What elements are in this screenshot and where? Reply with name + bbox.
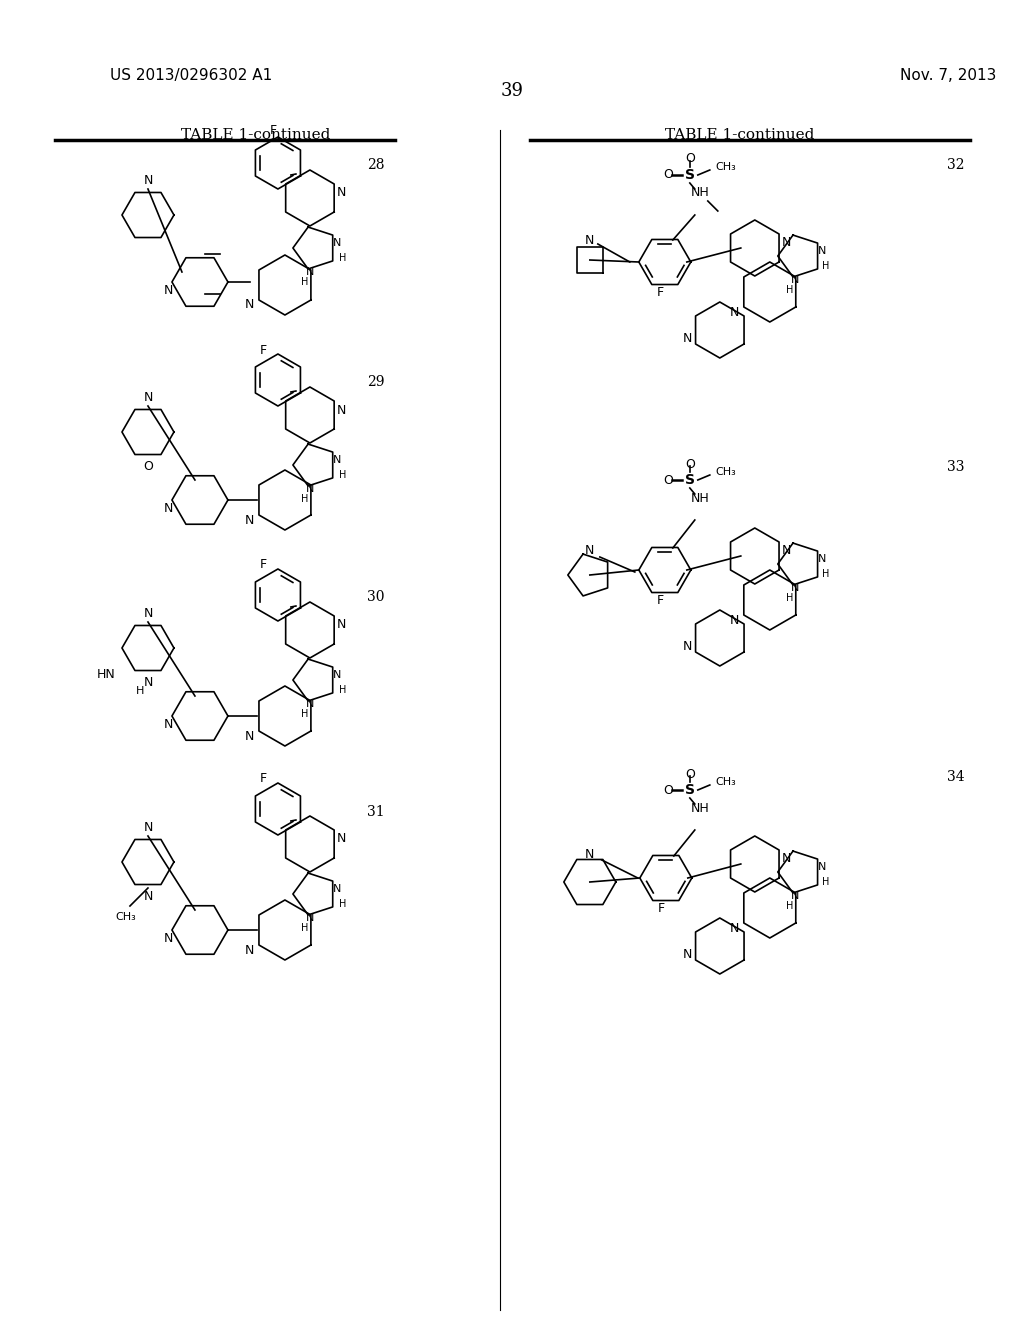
Text: N: N [782,853,792,866]
Text: N: N [333,455,341,465]
Text: F: F [269,124,276,137]
Text: 34: 34 [947,770,965,784]
Text: NH: NH [690,801,710,814]
Text: CH₃: CH₃ [116,912,136,921]
Text: O: O [685,458,694,470]
Text: H: H [786,285,794,294]
Text: 33: 33 [947,459,965,474]
Text: O: O [663,474,673,487]
Text: TABLE 1-continued: TABLE 1-continued [181,128,331,143]
Text: H: H [822,261,829,271]
Text: HN: HN [97,668,116,681]
Text: N: N [306,484,314,494]
Text: N: N [782,544,792,557]
Text: N: N [163,718,173,730]
Text: H: H [822,569,829,579]
Text: N: N [730,921,739,935]
Text: N: N [306,913,314,923]
Text: N: N [245,298,255,312]
Text: CH₃: CH₃ [716,162,736,172]
Text: 39: 39 [501,82,523,100]
Text: N: N [683,948,692,961]
Text: H: H [136,686,144,696]
Text: 31: 31 [368,805,385,818]
Text: N: N [306,267,314,277]
Text: N: N [143,821,153,834]
Text: 29: 29 [368,375,385,389]
Text: 30: 30 [368,590,385,605]
Text: N: N [245,730,255,742]
Text: N: N [817,246,826,256]
Text: N: N [143,391,153,404]
Text: H: H [786,593,794,603]
Text: 32: 32 [947,158,965,172]
Text: US 2013/0296302 A1: US 2013/0296302 A1 [110,69,272,83]
Text: H: H [301,277,308,286]
Text: F: F [259,772,266,785]
Text: H: H [339,253,346,263]
Text: N: N [163,502,173,515]
Text: N: N [585,544,595,557]
Text: N: N [143,607,153,620]
Text: N: N [782,236,792,249]
Text: H: H [339,899,346,909]
Text: H: H [301,709,308,719]
Text: N: N [683,639,692,652]
Text: N: N [143,676,153,689]
Text: F: F [259,343,266,356]
Text: N: N [333,671,341,680]
Text: H: H [301,494,308,504]
Text: O: O [663,169,673,181]
Text: O: O [685,767,694,780]
Text: Nov. 7, 2013: Nov. 7, 2013 [900,69,996,83]
Text: N: N [245,944,255,957]
Text: N: N [791,891,799,902]
Text: F: F [656,594,664,606]
Text: N: N [585,234,595,247]
Text: N: N [306,700,314,709]
Text: O: O [143,459,153,473]
Text: N: N [817,862,826,873]
Text: N: N [730,614,739,627]
Text: CH₃: CH₃ [716,467,736,477]
Text: S: S [685,168,695,182]
Text: N: N [143,174,153,187]
Text: F: F [656,285,664,298]
Text: 28: 28 [368,158,385,172]
Text: N: N [333,884,341,894]
Text: N: N [337,619,346,631]
Text: NH: NH [690,186,710,199]
Text: N: N [585,847,595,861]
Text: N: N [337,404,346,417]
Text: N: N [163,284,173,297]
Text: NH: NH [690,491,710,504]
Text: N: N [791,583,799,593]
Text: N: N [791,275,799,285]
Text: N: N [245,513,255,527]
Text: N: N [333,238,341,248]
Text: N: N [817,554,826,564]
Text: H: H [822,876,829,887]
Text: H: H [339,470,346,480]
Text: S: S [685,473,695,487]
Text: H: H [786,902,794,911]
Text: TABLE 1-continued: TABLE 1-continued [666,128,814,143]
Text: N: N [730,305,739,318]
Text: N: N [337,833,346,846]
Text: H: H [301,923,308,933]
Text: H: H [339,685,346,696]
Text: S: S [685,783,695,797]
Text: N: N [683,331,692,345]
Text: F: F [657,902,665,915]
Text: F: F [259,558,266,572]
Text: O: O [685,153,694,165]
Text: N: N [337,186,346,199]
Text: CH₃: CH₃ [716,777,736,787]
Text: O: O [663,784,673,796]
Text: N: N [143,890,153,903]
Text: N: N [163,932,173,945]
